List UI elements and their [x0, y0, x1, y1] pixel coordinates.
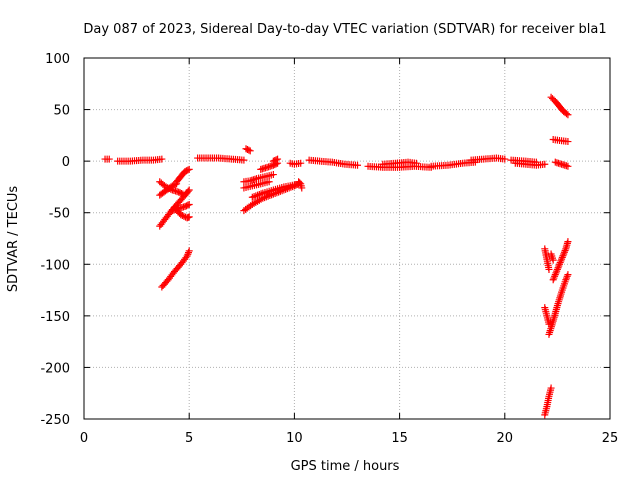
data-point	[563, 272, 571, 280]
data-point	[158, 155, 166, 163]
data-point	[555, 262, 563, 270]
data-point	[561, 247, 569, 255]
y-tick-label: -100	[40, 258, 70, 273]
y-tick-labels: -250 -200 -150 -100 -50 0 50 100	[40, 52, 70, 428]
data-point	[185, 165, 193, 173]
data-point	[564, 162, 572, 170]
data-point	[545, 265, 553, 273]
axis-ticks	[83, 57, 611, 420]
data-point	[556, 260, 564, 268]
x-tick-label: 15	[391, 431, 408, 446]
y-tick-label: -150	[40, 310, 70, 325]
data-point	[541, 160, 549, 168]
data-point	[551, 271, 559, 279]
data-point	[184, 166, 192, 174]
data-point	[554, 264, 562, 272]
data-point	[551, 272, 559, 280]
plot-frame	[83, 57, 611, 420]
data-point	[564, 111, 572, 119]
data-point	[185, 247, 193, 255]
y-tick-label: 50	[53, 104, 70, 119]
data-point	[265, 178, 273, 186]
data-point	[552, 269, 560, 277]
data-point	[178, 212, 186, 220]
y-tick-label: 100	[45, 52, 70, 67]
data-point	[297, 159, 305, 167]
data-point	[549, 256, 557, 264]
data-point	[553, 267, 561, 275]
y-tick-label: 0	[62, 155, 70, 170]
data-point	[185, 200, 193, 208]
data-point	[184, 249, 192, 257]
data-point	[559, 252, 567, 260]
y-tick-label: -200	[40, 361, 70, 376]
x-tick-labels: 0 5 10 15 20 25	[80, 431, 618, 446]
data-point	[550, 274, 558, 282]
data-point	[183, 252, 191, 260]
data-point	[269, 171, 277, 179]
data-point	[553, 265, 561, 273]
data-point	[556, 259, 564, 267]
data-point	[558, 253, 566, 261]
data-point	[245, 146, 253, 154]
data-point	[564, 238, 572, 246]
data-point	[184, 250, 192, 258]
data-point	[564, 271, 572, 279]
x-tick-label: 5	[185, 431, 193, 446]
data-points	[101, 93, 572, 419]
data-point	[412, 159, 420, 167]
data-point	[184, 201, 192, 209]
data-point	[564, 138, 572, 146]
y-tick-label: -250	[40, 413, 70, 428]
x-axis-label: GPS time / hours	[291, 459, 400, 474]
data-point	[501, 155, 509, 163]
y-tick-label: -50	[49, 207, 70, 222]
data-point	[298, 184, 306, 192]
data-point	[105, 155, 113, 163]
data-point	[560, 248, 568, 256]
data-point	[274, 155, 282, 163]
data-point	[354, 161, 362, 169]
y-axis-label: SDTVAR / TECUs	[6, 186, 21, 293]
data-point	[184, 187, 192, 195]
data-point	[296, 179, 304, 187]
x-tick-label: 0	[80, 431, 88, 446]
data-point	[563, 274, 571, 282]
data-point	[558, 255, 566, 263]
data-point	[547, 384, 555, 392]
data-point	[562, 276, 570, 284]
data-point	[563, 110, 571, 118]
data-point	[185, 213, 193, 221]
x-tick-label: 20	[497, 431, 514, 446]
data-point	[290, 181, 298, 189]
x-tick-label: 10	[286, 431, 303, 446]
data-point	[557, 257, 565, 265]
x-tick-label: 25	[602, 431, 619, 446]
data-point	[240, 156, 248, 164]
chart-title: Day 087 of 2023, Sidereal Day-to-day VTE…	[83, 22, 606, 37]
data-point	[177, 211, 185, 219]
data-point	[549, 276, 557, 284]
data-point	[560, 250, 568, 258]
data-point	[185, 186, 193, 194]
data-point	[272, 156, 280, 164]
data-point	[246, 147, 254, 155]
